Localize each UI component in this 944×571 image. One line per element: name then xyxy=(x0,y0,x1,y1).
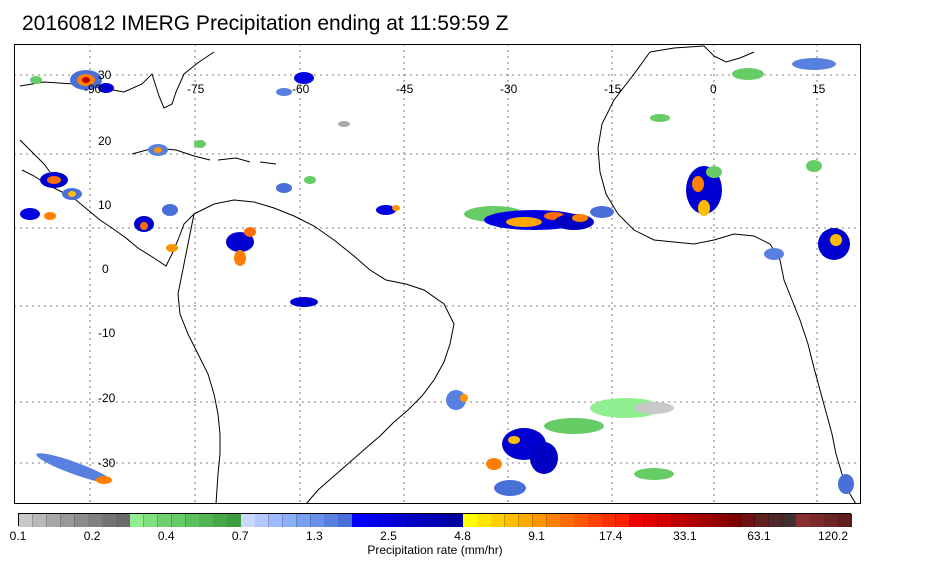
colorbar-swatch xyxy=(199,514,214,527)
colorbar-swatch xyxy=(491,514,506,527)
lon-label: -90 xyxy=(84,82,102,96)
colorbar-tick-label: 120.2 xyxy=(817,529,849,543)
colorbar-swatch xyxy=(268,514,284,527)
colorbar-swatch xyxy=(324,514,339,527)
colorbar-tick-label: 4.8 xyxy=(454,529,471,543)
colorbar-swatch xyxy=(699,514,714,527)
colorbar-swatch xyxy=(102,514,117,527)
colorbar-swatch xyxy=(407,514,423,527)
colorbar-swatch xyxy=(379,514,395,527)
lon-label: -75 xyxy=(187,82,205,96)
lat-label: 30 xyxy=(98,68,112,82)
colorbar-swatch xyxy=(643,514,659,527)
lat-label: -10 xyxy=(98,326,116,340)
colorbar-swatch xyxy=(560,514,575,527)
lon-label: 0 xyxy=(710,82,717,96)
colorbar-swatch xyxy=(116,514,131,527)
colorbar-swatch xyxy=(19,514,34,527)
colorbar-swatch xyxy=(449,514,464,527)
colorbar-swatch xyxy=(615,514,631,527)
lon-label: -45 xyxy=(396,82,414,96)
colorbar-swatch xyxy=(213,514,228,527)
colorbar-swatch xyxy=(227,514,242,527)
colorbar-swatch xyxy=(810,514,825,527)
colorbar-swatch xyxy=(477,514,492,527)
colorbar-swatch xyxy=(255,514,270,527)
colorbar-swatch xyxy=(588,514,603,527)
colorbar-swatch xyxy=(657,514,672,527)
colorbar-swatch xyxy=(130,514,145,527)
colorbar-swatch xyxy=(296,514,312,527)
colorbar-swatch xyxy=(546,514,561,527)
colorbar-tick-label: 0.2 xyxy=(83,529,101,543)
colorbar-tick-label: 17.4 xyxy=(599,529,623,543)
colorbar xyxy=(18,513,853,527)
colorbar-swatch xyxy=(435,514,450,527)
colorbar-swatch xyxy=(518,514,534,527)
colorbar-swatch xyxy=(727,514,742,527)
colorbar-tick-label: 9.1 xyxy=(528,529,545,543)
lat-label: 0 xyxy=(102,262,109,276)
colorbar-swatch xyxy=(88,514,103,527)
colorbar-swatch xyxy=(310,514,325,527)
colorbar-swatch xyxy=(532,514,548,527)
colorbar-swatch xyxy=(143,514,159,527)
colorbar-swatch xyxy=(74,514,89,527)
colorbar-swatch xyxy=(740,514,756,527)
colorbar-swatch xyxy=(629,514,645,527)
lon-label: -30 xyxy=(500,82,518,96)
colorbar-caption: Precipitation rate (mm/hr) xyxy=(367,543,503,557)
colorbar-swatch xyxy=(838,514,853,527)
colorbar-tick-label: 0.1 xyxy=(9,529,27,543)
lon-label: -60 xyxy=(292,82,310,96)
colorbar-swatch xyxy=(796,514,811,527)
lat-label: 20 xyxy=(98,134,112,148)
lon-label: 15 xyxy=(812,82,826,96)
colorbar-swatch xyxy=(602,514,617,527)
colorbar-swatch xyxy=(504,514,520,527)
colorbar-tick-label: 1.3 xyxy=(306,529,323,543)
colorbar-tick-label: 33.1 xyxy=(673,529,697,543)
colorbar-swatch xyxy=(782,514,797,527)
colorbar-swatch xyxy=(338,514,353,527)
colorbar-swatch xyxy=(366,514,381,527)
colorbar-swatch xyxy=(157,514,173,527)
colorbar-swatch xyxy=(768,514,784,527)
colorbar-swatch xyxy=(713,514,728,527)
colorbar-swatch xyxy=(824,514,839,527)
colorbar-tick-label: 0.4 xyxy=(157,529,175,543)
map-title: 20160812 IMERG Precipitation ending at 1… xyxy=(22,12,509,35)
colorbar-tick-label: 63.1 xyxy=(747,529,771,543)
colorbar-swatch xyxy=(685,514,700,527)
colorbar-swatch xyxy=(352,514,367,527)
lat-label: 10 xyxy=(98,198,112,212)
colorbar-swatch xyxy=(754,514,770,527)
precipitation-cells xyxy=(20,58,854,496)
colorbar-swatch xyxy=(574,514,589,527)
precipitation-map xyxy=(14,44,861,504)
lon-label: -15 xyxy=(604,82,622,96)
colorbar-tick-label: 0.7 xyxy=(231,529,249,543)
colorbar-swatch xyxy=(46,514,62,527)
colorbar-swatch xyxy=(393,514,409,527)
colorbar-swatch xyxy=(671,514,686,527)
colorbar-swatch xyxy=(282,514,298,527)
lat-label: -20 xyxy=(98,391,116,405)
colorbar-swatch xyxy=(32,514,48,527)
colorbar-swatch xyxy=(185,514,200,527)
colorbar-swatch xyxy=(171,514,187,527)
colorbar-swatch xyxy=(60,514,76,527)
colorbar-swatch xyxy=(463,514,478,527)
colorbar-swatch xyxy=(421,514,436,527)
lat-label: -30 xyxy=(98,456,116,470)
colorbar-swatch xyxy=(241,514,256,527)
map-frame xyxy=(14,44,861,504)
colorbar-tick-label: 2.5 xyxy=(380,529,397,543)
